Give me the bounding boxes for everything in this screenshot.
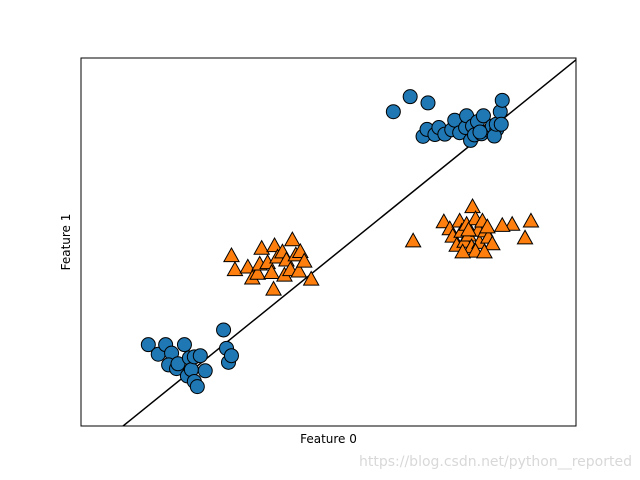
circle-point [475,108,491,124]
circle-point [472,124,488,140]
circle-point [216,322,232,338]
triangle-point [263,263,281,280]
triangle-point [249,264,267,280]
plot-area [122,59,576,426]
triangle-point [516,229,534,245]
triangle-point [295,252,313,268]
triangle-point [265,280,283,296]
triangle-point [223,246,240,263]
triangle-point [226,260,244,277]
triangle-point [239,258,257,274]
triangle-point [503,215,521,231]
circle-point [385,104,401,120]
triangle-point [464,198,481,214]
triangle-point [460,221,478,237]
x-axis-label: Feature 0 [300,432,357,446]
circle-point [197,363,213,379]
triangle-point [483,235,501,251]
triangle-point [493,216,511,232]
triangle-point [302,270,320,286]
circle-point [494,92,510,108]
circle-point [192,348,208,364]
circle-point [176,337,192,353]
triangle-point [478,218,496,234]
circle-point [493,116,509,132]
triangle-point [253,239,271,255]
triangle-point [522,212,540,228]
circle-point [140,337,156,353]
triangle-point [475,243,493,259]
triangle-point [266,237,283,253]
circle-point [420,95,436,111]
triangle-point [404,232,422,248]
triangle-point [454,243,472,259]
triangle-point [283,231,301,247]
triangle-point [290,262,308,278]
circle-point [223,348,239,364]
circle-point [189,379,205,395]
y-axis-label: Feature 1 [59,214,73,271]
watermark: https://blog.csdn.net/python__reported [359,454,632,470]
circle-point [402,89,418,105]
points-layer [140,89,540,395]
plot-frame [80,57,577,427]
